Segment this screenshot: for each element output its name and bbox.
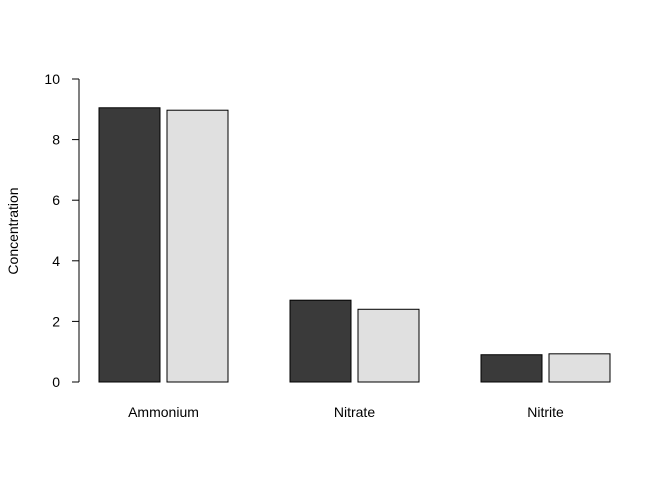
y-axis: 0 2 4 6 8 10 xyxy=(44,71,80,390)
y-tick-label: 6 xyxy=(52,192,60,208)
y-tick-label: 0 xyxy=(52,374,60,390)
y-tick-label: 10 xyxy=(44,71,60,87)
y-axis-label: Concentration xyxy=(5,187,21,274)
x-category-label: Nitrate xyxy=(334,404,375,420)
bar-ammonium-2 xyxy=(166,109,229,383)
y-tick-label: 2 xyxy=(52,313,60,329)
bar-nitrite-2 xyxy=(548,353,611,383)
x-category-label: Ammonium xyxy=(128,404,199,420)
bar-nitrate-1 xyxy=(289,299,352,383)
bar-nitrate-2 xyxy=(357,308,420,383)
x-category-label: Nitrite xyxy=(527,404,564,420)
bar-ammonium-1 xyxy=(98,107,161,383)
y-tick-label: 4 xyxy=(52,253,60,269)
x-axis-labels: Ammonium Nitrate Nitrite xyxy=(128,404,564,420)
bar-nitrite-1 xyxy=(480,354,543,383)
y-tick-label: 8 xyxy=(52,132,60,148)
bars xyxy=(98,107,611,383)
